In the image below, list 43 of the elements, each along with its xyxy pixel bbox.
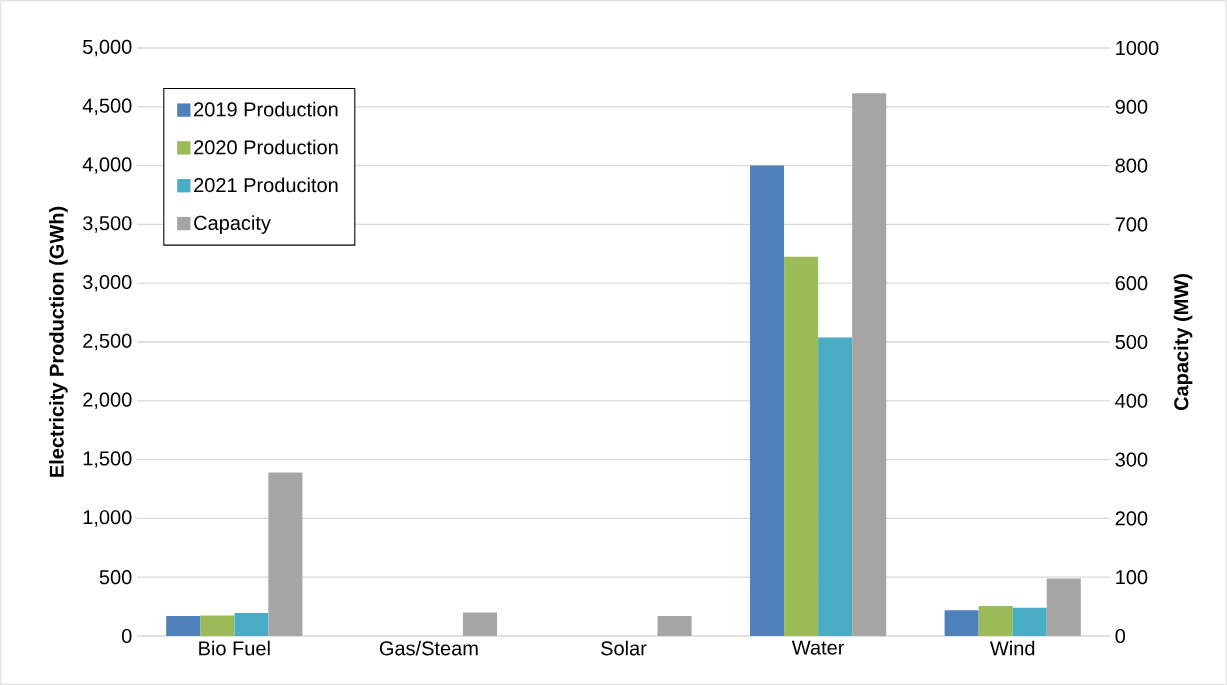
y-tick-label: 0 [121,628,132,644]
x-tick-label: Wind [990,640,1035,656]
y2-tick-label: 900 [1115,99,1148,114]
bar [750,165,785,636]
y2-tick-label: 200 [1115,511,1148,526]
legend-label: 2019 Production [194,101,338,117]
y2-tick-label: 300 [1115,452,1148,467]
y2-tick-label: 800 [1115,158,1148,173]
legend-label: 2020 Production [194,139,338,155]
bar [200,615,235,636]
bar [978,606,1013,636]
bar [657,616,692,636]
legend-label: Capacity [194,215,271,234]
y-tick-label: 3,500 [82,216,132,233]
y-tick-label: 3,000 [82,274,132,292]
x-tick-label: Solar [601,640,647,656]
x-tick-label: Bio Fuel [199,640,270,656]
bar [784,256,819,636]
y2-tick-label: 100 [1116,570,1148,585]
y2-axis-title: Capacity (MW) [1173,274,1193,411]
y-tick-label: 500 [99,570,132,585]
y-axis-title: Electricity Production (GWh) [49,206,68,477]
y2-tick-label: 600 [1115,276,1148,291]
y2-tick-label: 500 [1115,334,1148,350]
y2-tick-label: 700 [1115,217,1148,232]
bar [268,472,303,636]
bar [166,616,201,636]
bar [234,613,269,636]
y2-tick-label: 0 [1115,628,1126,644]
y2-tick-label: 1000 [1116,40,1159,56]
y-tick-label: 1,000 [83,510,132,527]
x-tick-label: Gas/Steam [379,640,478,656]
y-tick-label: 4,500 [82,98,132,116]
bar [462,612,498,636]
y-tick-label: 4,000 [82,157,132,174]
y-tick-label: 2,500 [83,333,132,351]
y-tick-label: 1,500 [83,451,132,468]
bar [944,610,979,636]
legend-label: 2021 Produciton [194,177,338,193]
y2-tick-label: 400 [1115,393,1148,408]
x-tick-label: Water [791,640,845,655]
y-tick-label: 5,000 [83,39,132,57]
y-tick-label: 2,000 [83,392,132,410]
